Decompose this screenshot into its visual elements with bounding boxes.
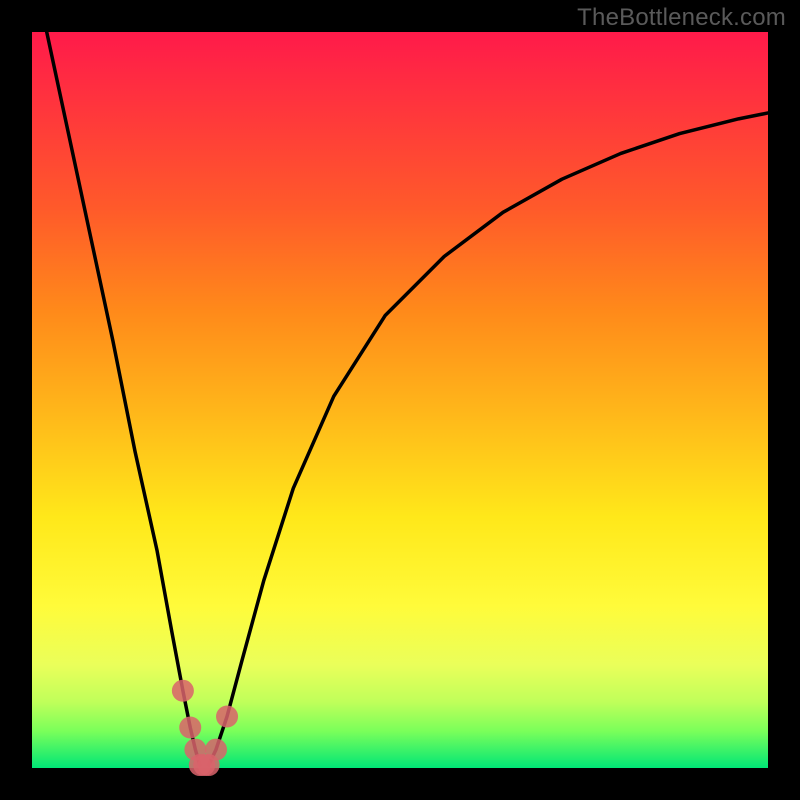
curve-layer [32, 32, 768, 768]
marker-point [179, 717, 201, 739]
watermark-text: TheBottleneck.com [577, 4, 786, 32]
curve-left-branch [47, 32, 200, 765]
marker-point [205, 739, 227, 761]
chart-frame: TheBottleneck.com [0, 0, 800, 800]
marker-point [216, 705, 238, 727]
curve-right-branch [209, 113, 768, 765]
marker-point [172, 680, 194, 702]
plot-area [32, 32, 768, 768]
